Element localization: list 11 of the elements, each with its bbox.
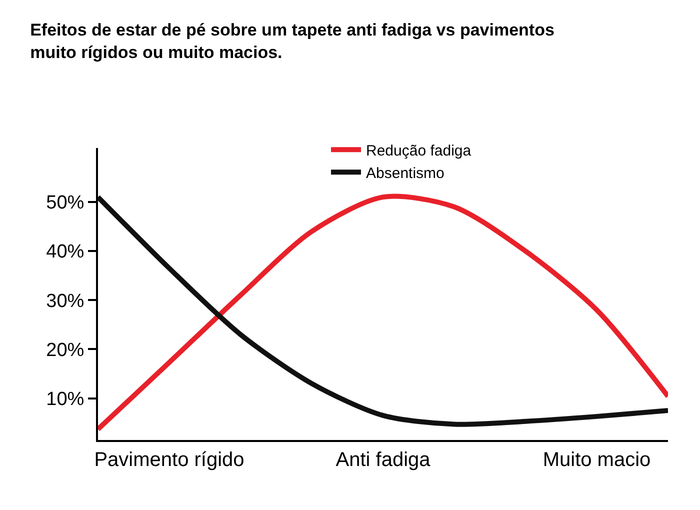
- legend-label: Absentismo: [366, 165, 444, 182]
- y-tick-label: 10%: [46, 388, 84, 410]
- x-tick-label: Pavimento rígido: [94, 449, 244, 471]
- y-tick-label: 20%: [46, 340, 84, 361]
- x-tick-label: Muito macio: [542, 449, 651, 471]
- y-tick-label: 40%: [46, 242, 84, 263]
- legend-label: Redução fadiga: [366, 142, 472, 160]
- x-tick-label: Anti fadiga: [336, 449, 432, 471]
- y-tick-label: 30%: [46, 290, 84, 312]
- y-tick-label: 50%: [46, 192, 84, 214]
- chart-title: Efeitos de estar de pé sobre um tapete anti fadiga vs pavimentos muito rígidos ou muito macios.: [30, 20, 554, 62]
